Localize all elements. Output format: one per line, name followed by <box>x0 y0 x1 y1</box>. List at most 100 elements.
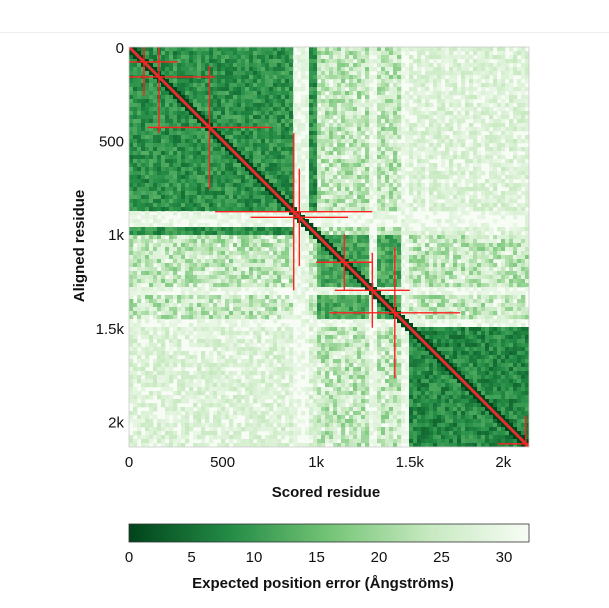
heatmap-cell <box>497 59 502 64</box>
heatmap-cell <box>233 91 238 96</box>
heatmap-cell <box>457 187 462 192</box>
heatmap-cell <box>421 47 426 52</box>
heatmap-cell <box>137 107 142 112</box>
heatmap-cell <box>441 163 446 168</box>
heatmap-cell <box>385 75 390 80</box>
heatmap-cell <box>205 227 210 232</box>
heatmap-cell <box>477 251 482 256</box>
heatmap-cell <box>397 147 402 152</box>
heatmap-cell <box>153 67 158 72</box>
heatmap-cell <box>501 195 506 200</box>
heatmap-cell <box>465 135 470 140</box>
heatmap-cell <box>169 171 174 176</box>
heatmap-cell <box>313 271 318 276</box>
heatmap-cell <box>377 63 382 68</box>
heatmap-cell <box>237 151 242 156</box>
heatmap-cell <box>201 271 206 276</box>
heatmap-cell <box>149 131 154 136</box>
heatmap-cell <box>345 91 350 96</box>
heatmap-cell <box>441 203 446 208</box>
heatmap-cell <box>161 271 166 276</box>
heatmap-cell <box>225 255 230 260</box>
heatmap-cell <box>477 155 482 160</box>
heatmap-cell <box>449 167 454 172</box>
heatmap-cell <box>425 47 430 52</box>
heatmap-cell <box>129 275 134 280</box>
heatmap-cell <box>293 131 298 136</box>
heatmap-cell <box>513 71 518 76</box>
heatmap-cell <box>501 263 506 268</box>
heatmap-cell <box>365 247 370 252</box>
heatmap-cell <box>229 83 234 88</box>
heatmap-cell <box>177 71 182 76</box>
heatmap-cell <box>193 167 198 172</box>
heatmap-cell <box>253 251 258 256</box>
heatmap-cell <box>353 227 358 232</box>
heatmap-cell <box>433 179 438 184</box>
heatmap-cell <box>265 123 270 128</box>
heatmap-cell <box>485 267 490 272</box>
heatmap-cell <box>165 239 170 244</box>
heatmap-cell <box>233 211 238 216</box>
heatmap-cell <box>253 47 258 52</box>
heatmap-cell <box>525 227 529 232</box>
heatmap-cell <box>185 179 190 184</box>
heatmap-cell <box>229 139 234 144</box>
heatmap-cell <box>161 163 166 168</box>
heatmap-cell <box>365 63 370 68</box>
heatmap-cell <box>225 151 230 156</box>
heatmap-cell <box>389 167 394 172</box>
heatmap-cell <box>521 191 526 196</box>
heatmap-cell <box>485 107 490 112</box>
heatmap-cell <box>177 175 182 180</box>
heatmap-cell <box>385 143 390 148</box>
heatmap-cell <box>217 271 222 276</box>
heatmap-cell <box>429 227 434 232</box>
heatmap-cell <box>413 123 418 128</box>
heatmap-cell <box>357 55 362 60</box>
heatmap-cell <box>205 91 210 96</box>
heatmap-cell <box>389 271 394 276</box>
heatmap-cell <box>481 155 486 160</box>
heatmap-cell <box>233 207 238 212</box>
heatmap-cell <box>489 247 494 252</box>
heatmap-cell <box>389 231 394 236</box>
heatmap-cell <box>213 255 218 260</box>
heatmap-cell <box>437 91 442 96</box>
heatmap-cell <box>501 167 506 172</box>
heatmap-cell <box>233 83 238 88</box>
heatmap-cell <box>405 203 410 208</box>
heatmap-cell <box>233 131 238 136</box>
heatmap-cell <box>445 71 450 76</box>
heatmap-cell <box>305 151 310 156</box>
heatmap-cell <box>325 199 330 204</box>
heatmap-cell <box>409 191 414 196</box>
heatmap-cell <box>473 203 478 208</box>
heatmap-cell <box>325 191 330 196</box>
heatmap-cell <box>149 63 154 68</box>
heatmap-cell <box>521 99 526 104</box>
heatmap-cell <box>189 259 194 264</box>
heatmap-cell <box>149 123 154 128</box>
heatmap-cell <box>233 167 238 172</box>
heatmap-cell <box>353 151 358 156</box>
heatmap-cell <box>489 163 494 168</box>
heatmap-cell <box>501 59 506 64</box>
heatmap-cell <box>289 155 294 160</box>
heatmap-cell <box>217 75 222 80</box>
heatmap-cell <box>517 87 522 92</box>
heatmap-cell <box>413 155 418 160</box>
heatmap-cell <box>429 191 434 196</box>
heatmap-cell <box>201 87 206 92</box>
heatmap-cell <box>361 71 366 76</box>
heatmap-cell <box>277 59 282 64</box>
heatmap-cell <box>261 83 266 88</box>
heatmap-cell <box>165 127 170 132</box>
heatmap-cell <box>509 227 514 232</box>
heatmap-cell <box>281 135 286 140</box>
heatmap-cell <box>417 219 422 224</box>
heatmap-cell <box>373 143 378 148</box>
heatmap-cell <box>213 207 218 212</box>
heatmap-cell <box>233 51 238 56</box>
heatmap-cell <box>445 107 450 112</box>
